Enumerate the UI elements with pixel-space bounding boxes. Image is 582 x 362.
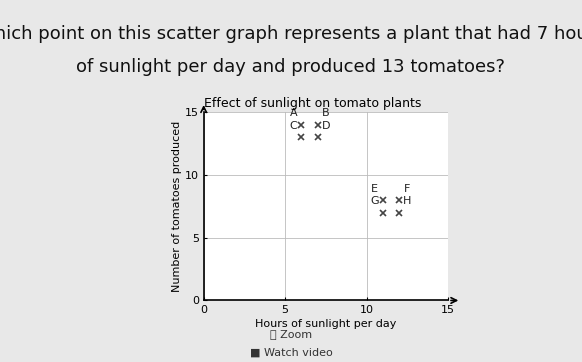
Text: E: E: [371, 184, 378, 194]
Text: 🔍 Zoom: 🔍 Zoom: [270, 329, 312, 340]
Text: F: F: [404, 184, 410, 194]
X-axis label: Hours of sunlight per day: Hours of sunlight per day: [255, 320, 396, 329]
Text: Effect of sunlight on tomato plants: Effect of sunlight on tomato plants: [204, 97, 421, 110]
Y-axis label: Number of tomatoes produced: Number of tomatoes produced: [172, 121, 182, 292]
Text: Which point on this scatter graph represents a plant that had 7 hours: Which point on this scatter graph repres…: [0, 25, 582, 43]
Text: G: G: [371, 196, 379, 206]
Text: of sunlight per day and produced 13 tomatoes?: of sunlight per day and produced 13 toma…: [76, 58, 506, 76]
Text: H: H: [403, 196, 411, 206]
Text: A: A: [289, 109, 297, 118]
Text: ■ Watch video: ■ Watch video: [250, 348, 332, 358]
Text: C: C: [289, 121, 297, 131]
Text: B: B: [322, 109, 330, 118]
Text: D: D: [322, 121, 330, 131]
